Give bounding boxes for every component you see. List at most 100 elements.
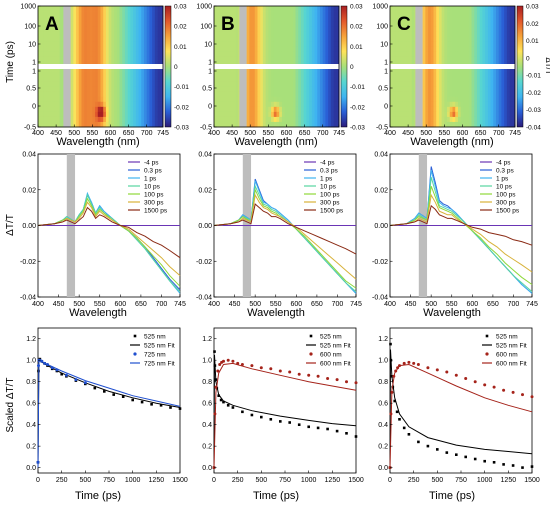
heatmap-cell <box>127 116 131 123</box>
heatmap-cell <box>403 31 407 37</box>
heatmap-cell <box>287 76 291 83</box>
data-point <box>454 373 458 377</box>
heatmap-cell <box>152 86 156 93</box>
heatmap-cell <box>400 71 404 77</box>
data-point <box>530 465 534 468</box>
heatmap-cell <box>76 96 80 103</box>
heatmap-cell <box>428 71 432 77</box>
heatmap-cell <box>474 31 478 37</box>
heatmap-cell <box>482 41 486 47</box>
heatmap-cell <box>224 56 228 62</box>
heatmap-cell <box>141 96 145 103</box>
heatmap-cell <box>152 116 156 123</box>
heatmap-cell <box>103 51 107 57</box>
heatmap-cell <box>493 51 497 57</box>
heatmap-cell <box>455 101 459 108</box>
heatmap-cell <box>441 76 445 83</box>
heatmap-cell <box>271 86 275 93</box>
heatmap-cell <box>108 96 112 103</box>
heatmap-cell <box>78 121 82 128</box>
colorbar-tick-label: 0.02 <box>526 21 539 28</box>
heatmap-cell <box>303 11 307 17</box>
heatmap-cell <box>487 101 491 108</box>
heatmap-cell <box>392 21 396 27</box>
heatmap-cell <box>482 31 486 37</box>
heatmap-cell <box>160 116 164 123</box>
heatmap-cell <box>295 101 299 108</box>
heatmap-cell <box>463 46 467 52</box>
heatmap-cell <box>512 36 516 42</box>
data-point <box>335 429 339 433</box>
heatmap-cell <box>233 6 237 12</box>
heatmap-cell <box>73 101 77 108</box>
heatmap-cell <box>124 86 129 93</box>
heatmap-cell <box>265 41 269 47</box>
heatmap-cell <box>504 36 508 42</box>
heatmap-cell <box>395 36 399 42</box>
heatmap-cell <box>97 81 101 88</box>
heatmap-cell <box>457 111 462 118</box>
heatmap-cell <box>501 111 505 118</box>
heatmap-cell <box>336 31 340 37</box>
heatmap-cell <box>38 51 42 57</box>
heatmap-cell <box>290 86 294 93</box>
heatmap-cell <box>133 56 137 62</box>
heatmap-cell <box>498 46 502 52</box>
heatmap-cell <box>281 31 286 37</box>
heatmap-cell <box>468 76 472 83</box>
heatmap-cell <box>43 26 47 32</box>
heatmap-cell <box>428 6 432 12</box>
heatmap-cell <box>457 76 462 83</box>
heatmap-cell <box>333 66 337 72</box>
heatmap-cell <box>493 96 497 103</box>
heatmap-cell <box>89 111 93 118</box>
heatmap-cell <box>222 36 226 42</box>
heatmap-cell <box>452 36 456 42</box>
heatmap-cell <box>430 96 434 103</box>
heatmap-cell <box>262 11 267 17</box>
data-point <box>417 440 420 444</box>
heatmap-cell <box>70 96 74 103</box>
heatmap-cell <box>257 66 261 72</box>
heatmap-cell <box>57 86 61 93</box>
data-point <box>464 377 468 380</box>
row1-xlabel: Wavelength (nm) <box>410 136 493 148</box>
heatmap-cell <box>81 36 85 42</box>
heatmap-cell <box>306 86 310 93</box>
heatmap-cell <box>135 11 139 17</box>
heatmap-cell <box>438 96 443 103</box>
heatmap-cell <box>276 21 280 27</box>
heatmap-cell <box>111 66 115 72</box>
heatmap-cell <box>46 36 50 42</box>
heatmap-cell <box>246 56 250 62</box>
heatmap-cell <box>287 31 291 37</box>
heatmap-cell <box>70 16 74 22</box>
fit-line <box>389 349 533 468</box>
heatmap-cell <box>290 31 294 37</box>
heatmap-cell <box>92 46 96 52</box>
legend-label: 525 nm <box>144 334 166 341</box>
heatmap-cell <box>70 116 74 123</box>
heatmap-cell <box>252 21 256 27</box>
heatmap-cell <box>227 81 231 88</box>
heatmap-cell <box>103 96 107 103</box>
heatmap-cell <box>400 111 404 118</box>
heatmap-cell <box>390 66 394 72</box>
heatmap-cell <box>59 86 63 93</box>
heatmap-cell <box>485 26 489 32</box>
heatmap-cell <box>81 41 85 47</box>
heatmap-cell <box>311 111 315 118</box>
data-point <box>473 457 477 461</box>
heatmap-cell <box>447 96 451 103</box>
heatmap-cell <box>498 71 502 77</box>
heatmap-cell <box>447 71 451 77</box>
heatmap-cell <box>422 81 426 88</box>
heatmap-cell <box>103 76 107 83</box>
heatmap-cell <box>219 21 223 27</box>
heatmap-cell <box>78 111 82 118</box>
heatmap-cell <box>268 31 272 37</box>
heatmap-cell <box>444 71 448 77</box>
heatmap-cell <box>455 66 459 72</box>
heatmap-cell <box>506 11 510 17</box>
legend-label: 0.3 ps <box>496 168 514 175</box>
